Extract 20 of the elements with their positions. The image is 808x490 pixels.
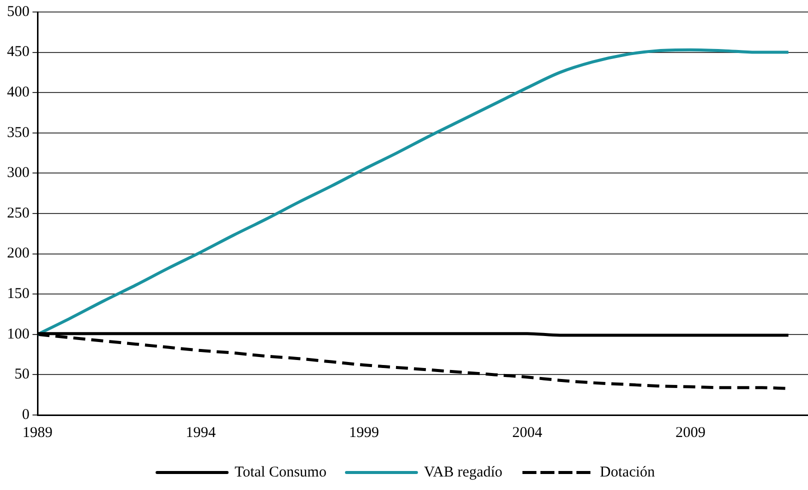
x-tick-label: 1989	[22, 424, 52, 441]
line-series	[38, 48, 790, 336]
x-tick-label: 1994	[186, 424, 216, 441]
y-tick-label: 150	[7, 286, 30, 302]
y-tick-label: 400	[7, 84, 30, 101]
x-tick-label: 1999	[348, 424, 379, 441]
legend-label: Dotación	[600, 464, 656, 480]
y-tick-label: 450	[7, 44, 30, 60]
legend-label: VAB regadío	[424, 464, 502, 480]
x-tick-label: 2009	[675, 424, 706, 441]
y-tick-label: 100	[7, 326, 30, 342]
y-tick-label: 200	[7, 246, 30, 262]
y-tick-label: 50	[14, 366, 30, 383]
x-tick-label: 2004	[512, 424, 543, 441]
legend-label: Total Consumo	[234, 464, 326, 480]
y-tick-label: 250	[7, 205, 30, 222]
y-tick-label: 300	[7, 165, 30, 182]
y-tick-label: 500	[7, 4, 30, 20]
y-tick-label: 350	[7, 124, 30, 141]
y-tick-label: 0	[22, 406, 30, 423]
